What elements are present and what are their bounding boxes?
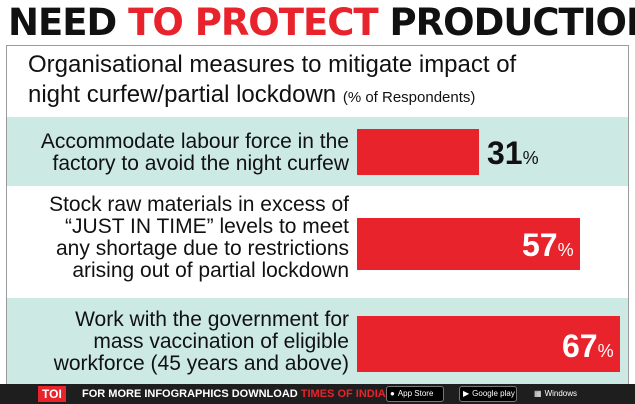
apple-icon: ● xyxy=(390,389,395,398)
bar-1 xyxy=(357,218,580,270)
page-title: NEED TO PROTECT PRODUCTION xyxy=(8,1,635,45)
title-part2: PRODUCTION xyxy=(377,1,635,44)
title-highlight: TO PROTECT xyxy=(128,1,379,44)
row-label-1: Stock raw materials in excess of “JUST I… xyxy=(27,194,349,282)
value-unit: % xyxy=(522,148,539,168)
row-2-line: mass vaccination of eligible xyxy=(93,330,349,353)
row-label-2: Work with the government for mass vaccin… xyxy=(27,309,349,375)
footer-bar: TOI FOR MORE INFOGRAPHICS DOWNLOAD TIMES… xyxy=(0,384,635,404)
row-1-line: “JUST IN TIME” levels to meet xyxy=(65,215,349,238)
subtitle-line2: night curfew/partial lockdown (% of Resp… xyxy=(28,80,618,113)
bar-0 xyxy=(357,129,479,175)
row-0-line: Accommodate labour force in the xyxy=(40,130,349,153)
footer-app-name: TIMES OF INDIA APP xyxy=(300,388,411,400)
row-2-line: workforce (45 years and above) xyxy=(53,352,349,375)
row-1-line: any shortage due to restrictions xyxy=(56,237,349,260)
chart-subtitle: Organisational measures to mitigate impa… xyxy=(28,50,618,113)
value-unit: % xyxy=(557,240,574,260)
value-label-0: 31% xyxy=(487,136,539,175)
subtitle-line1: Organisational measures to mitigate impa… xyxy=(28,51,517,78)
value-label-2: 67% xyxy=(562,329,614,368)
value-unit: % xyxy=(597,341,614,361)
subtitle-line2-text: night curfew/partial lockdown xyxy=(28,81,337,108)
windows-icon: ▦ xyxy=(534,389,542,398)
row-0-line: factory to avoid the night curfew xyxy=(52,152,350,175)
row-1-line: arising out of partial lockdown xyxy=(72,259,349,282)
title-part1: NEED xyxy=(8,1,129,44)
badge-label: App Store xyxy=(397,389,434,398)
badge-label: Windows xyxy=(544,389,578,398)
value-number: 67 xyxy=(562,328,598,364)
windows-phone-badge[interactable]: ▦ Windows xyxy=(530,386,578,402)
google-play-badge[interactable]: ▶ Google play xyxy=(459,386,517,402)
value-number: 31 xyxy=(487,135,523,171)
badge-label: Google play xyxy=(472,389,515,398)
chart-row-1: Stock raw materials in excess of “JUST I… xyxy=(7,186,628,298)
toi-logo: TOI xyxy=(38,386,66,402)
bar-2 xyxy=(357,316,620,372)
subtitle-note: (% of Respondents) xyxy=(342,89,476,106)
row-1-line: Stock raw materials in excess of xyxy=(49,193,349,216)
chart-row-0: Accommodate labour force in the factory … xyxy=(7,117,628,186)
google-play-icon: ▶ xyxy=(463,389,470,398)
footer-text: FOR MORE INFOGRAPHICS DOWNLOAD TIMES OF … xyxy=(82,384,411,404)
value-label-1: 57% xyxy=(522,228,574,267)
row-2-line: Work with the government for xyxy=(75,308,349,331)
footer-cta: FOR MORE INFOGRAPHICS DOWNLOAD xyxy=(82,388,301,400)
app-store-badge[interactable]: ● App Store xyxy=(386,386,444,402)
row-label-0: Accommodate labour force in the factory … xyxy=(27,131,349,175)
value-number: 57 xyxy=(522,227,558,263)
